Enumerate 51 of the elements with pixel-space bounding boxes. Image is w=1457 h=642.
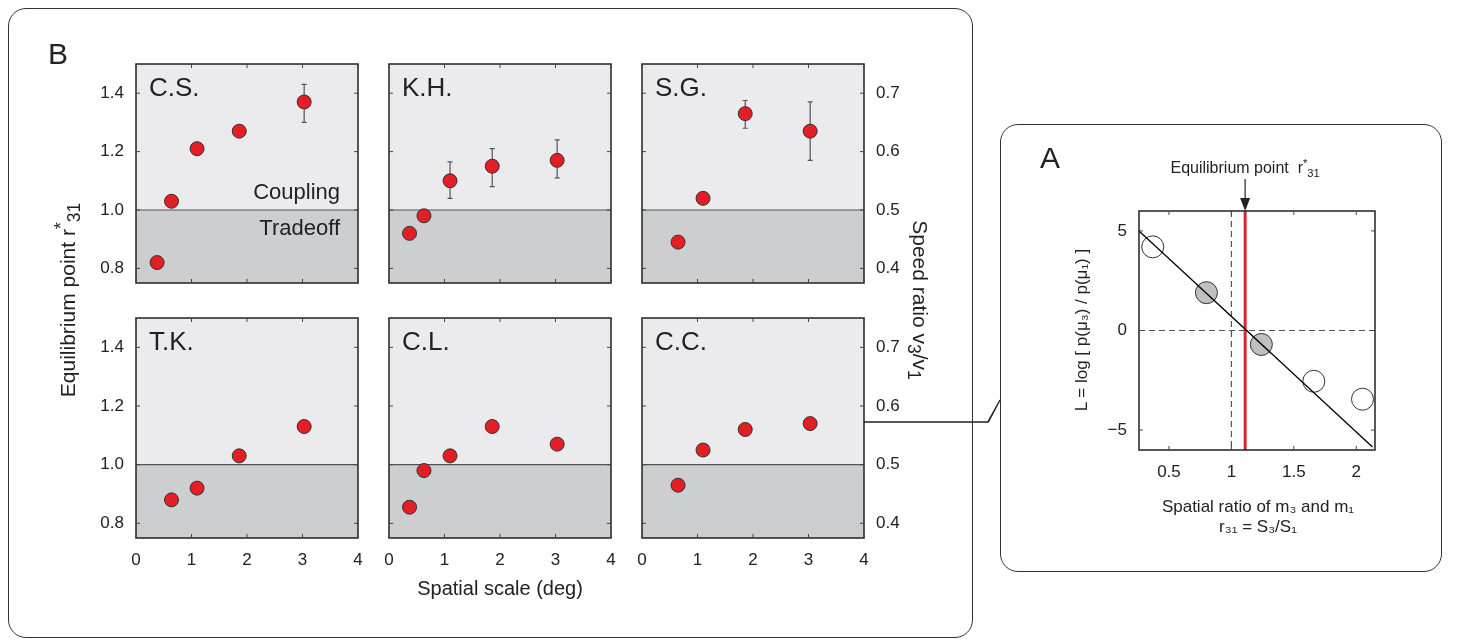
x-tick-label: 1.5 [1282,461,1306,481]
y-tick-label: 5 [1117,220,1127,240]
x-tick-label: 0 [384,549,394,569]
chart-title: C.S. [149,72,200,103]
y2-tick-label: 0.6 [876,395,900,415]
y-tick-label: 1.2 [100,395,124,415]
band-label: Tradeoff [259,215,341,241]
ref-line-label: Equilibrium point r*31 [1170,156,1320,179]
chart-title: C.L. [402,326,450,357]
y-axis-title: L = log [ p(μ₃) / p(μ₁) ] [1071,248,1092,412]
chart-title: S.G. [655,72,708,103]
y-tick-label: −5 [1107,419,1127,439]
x-tick-label: 2 [495,549,505,569]
y2-tick-label: 0.7 [876,82,900,102]
y-tick-label: 0.8 [100,513,124,533]
y-tick-label: 1.4 [100,337,124,357]
chart-title: C.C. [655,326,707,357]
x-tick-label: 1 [186,549,197,569]
y-tick-label: 1.2 [100,141,124,161]
y-tick-label: 0 [1117,320,1127,340]
x-tick-label: 2 [748,549,758,569]
y2-tick-label: 0.4 [876,513,900,533]
y-tick-label: 1.0 [100,454,124,474]
x-tick-label: 4 [353,549,363,569]
x-tick-label: 3 [297,549,308,569]
x-tick-label: 2 [1351,461,1361,481]
y-tick-label: 1.0 [100,199,124,219]
y2-tick-label: 0.4 [876,258,900,278]
x-tick-label: 3 [550,549,561,569]
y-tick-label: 0.8 [100,258,124,278]
text: A [1040,140,1061,176]
x-tick-label: 3 [803,549,814,569]
x-tick-label: 0.5 [1157,461,1181,481]
x-tick-label: 0 [131,549,141,569]
y2-tick-label: 0.7 [876,337,900,357]
y2-tick-label: 0.5 [876,199,900,219]
x-tick-label: 1 [692,549,703,569]
x-tick-label: 2 [242,549,252,569]
x-tick-label: 4 [859,549,869,569]
x-tick-label: 0 [637,549,647,569]
x-axis-title: Spatial scale (deg) [417,576,583,600]
band-label: Coupling [253,179,340,205]
x-tick-label: 1 [1226,461,1237,481]
chart-title: T.K. [149,326,194,357]
x-axis-title: Spatial ratio of m₃ and m₁ r₃₁ = S₃/S₁ [1161,497,1355,538]
x-tick-label: 1 [439,549,450,569]
chart-title: K.H. [402,72,453,103]
text: B [48,36,69,72]
y2-tick-label: 0.6 [876,141,900,161]
y-tick-label: 1.4 [100,82,124,102]
x-tick-label: 4 [606,549,616,569]
